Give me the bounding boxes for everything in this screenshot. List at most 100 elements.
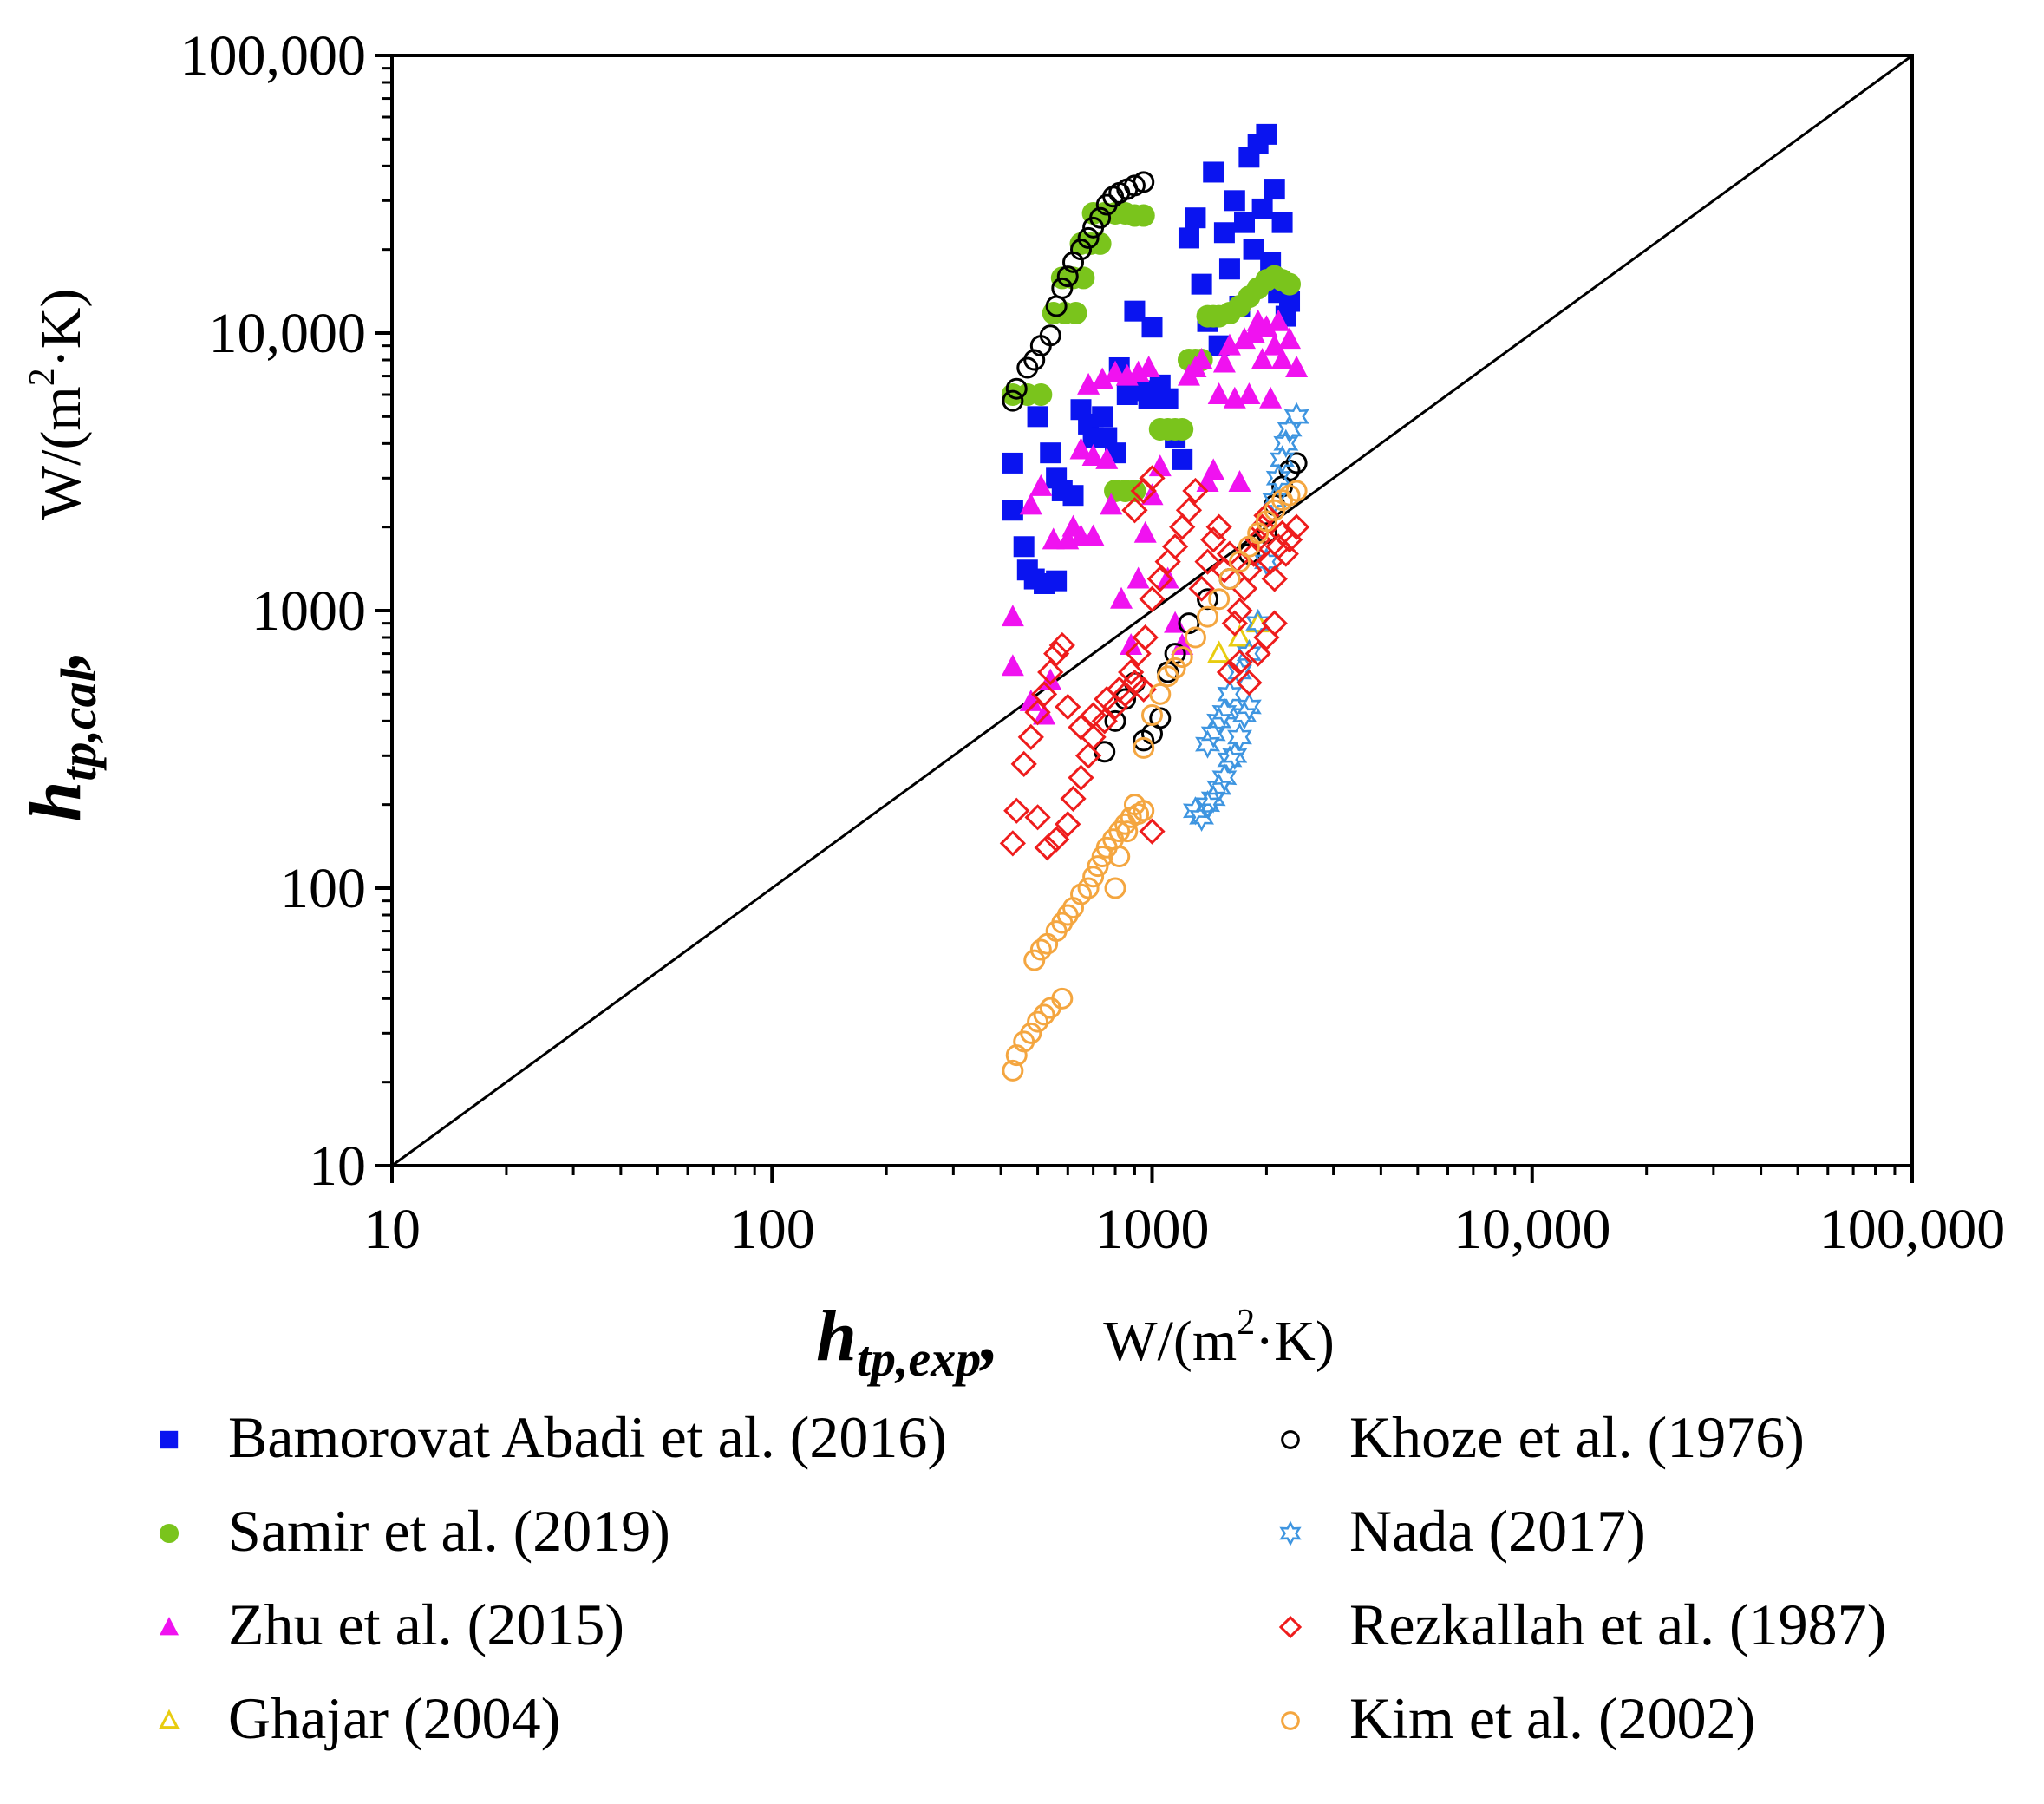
data-point (1080, 702, 1107, 729)
data-point (1132, 624, 1159, 651)
data-point (1278, 272, 1302, 296)
data-point (1070, 239, 1093, 261)
data-point (1213, 222, 1235, 244)
data-layer (999, 123, 1310, 1082)
data-point (1133, 736, 1155, 759)
data-point (1055, 693, 1081, 721)
legend: Bamorovat Abadi et al. (2016) Samir et al… (159, 1404, 1886, 1751)
data-point (1217, 679, 1243, 709)
data-point (1182, 477, 1209, 505)
data-point (1043, 640, 1070, 667)
legend-label: Rezkallah et al. (1987) (1349, 1592, 1886, 1657)
data-point (1091, 367, 1114, 389)
data-point (1195, 729, 1221, 759)
data-point (1141, 704, 1163, 727)
data-point (1077, 372, 1100, 395)
data-point (1161, 533, 1189, 560)
data-point (1081, 443, 1105, 466)
data-point (1251, 198, 1273, 219)
data-point (1124, 300, 1146, 322)
x-axis-sub: tp,exp (857, 1330, 981, 1387)
legend-label: Zhu et al. (2015) (228, 1592, 624, 1657)
data-point (1013, 536, 1035, 558)
data-point (1236, 669, 1263, 696)
data-point (1120, 632, 1143, 655)
legend-item: Khoze et al. (1976) (1281, 1404, 1805, 1470)
data-point (1027, 1010, 1049, 1033)
data-point (1087, 855, 1109, 878)
series-7 (1002, 480, 1308, 1082)
data-point (1023, 349, 1046, 371)
data-point (1020, 1022, 1042, 1044)
data-point (1206, 773, 1232, 802)
data-point (1178, 227, 1199, 249)
data-point (1207, 640, 1231, 663)
data-point (1206, 706, 1232, 735)
data-point (1217, 745, 1243, 775)
data-point (1081, 524, 1105, 546)
tick-label-layer: 10 100 1000 10,000 100,000 10 100 1000 10,000 100… (180, 24, 2006, 1261)
data-point (1082, 866, 1105, 888)
data-point (1029, 474, 1053, 496)
data-point (1002, 389, 1024, 412)
data-point (1188, 575, 1215, 602)
data-point (1175, 497, 1203, 524)
legend-marker (159, 1709, 180, 1729)
legend-marker (160, 1430, 179, 1449)
data-point (1046, 570, 1068, 592)
data-point (1278, 327, 1302, 350)
x-tick-label: 10 (363, 1198, 421, 1261)
legend-item: Rezkallah et al. (1987) (1278, 1592, 1886, 1657)
data-point (1062, 485, 1084, 507)
legend-marker (1281, 1711, 1300, 1730)
data-point (1089, 206, 1112, 229)
data-point (1051, 277, 1074, 299)
data-point (1283, 513, 1310, 540)
x-tick-label: 1000 (1095, 1198, 1210, 1261)
data-point (1002, 1059, 1024, 1082)
data-point (1077, 226, 1100, 249)
data-point (1108, 820, 1131, 843)
data-point (1068, 714, 1094, 741)
legend-label: Khoze et al. (1976) (1349, 1404, 1805, 1470)
data-point (1267, 309, 1290, 331)
data-point (1030, 681, 1058, 708)
data-point (1171, 417, 1194, 441)
data-point (1091, 708, 1118, 735)
data-point (1184, 626, 1206, 649)
data-point (1033, 1003, 1055, 1026)
data-point (1285, 480, 1308, 502)
data-point (1234, 212, 1256, 233)
data-point (1055, 811, 1081, 838)
data-point (1027, 406, 1048, 428)
data-point (1236, 557, 1263, 584)
data-point (1123, 671, 1146, 694)
data-point (1139, 465, 1166, 492)
y-tick-label: 100 (280, 857, 366, 920)
data-point (1244, 640, 1271, 667)
data-point (1272, 540, 1299, 567)
data-point (1064, 301, 1087, 324)
legend-marker (159, 1617, 180, 1636)
data-point (1276, 526, 1303, 553)
x-axis-title: htp,exp, W/(m2·K) (816, 1296, 1335, 1387)
data-point (1137, 355, 1160, 377)
major-tick-layer (375, 54, 1914, 1183)
data-point (1010, 750, 1037, 778)
data-point (1169, 513, 1196, 540)
data-point (1203, 161, 1224, 183)
y-tick-label: 100,000 (180, 24, 367, 88)
legend-marker (1278, 1615, 1303, 1639)
data-point (1264, 179, 1285, 200)
legend-item: Kim et al. (2002) (1281, 1685, 1755, 1751)
data-point (1185, 207, 1206, 229)
data-point (1040, 442, 1061, 464)
data-point (1207, 382, 1231, 404)
data-point (1104, 877, 1126, 899)
series-6 (999, 465, 1310, 861)
data-point (1034, 834, 1061, 861)
data-point (1146, 565, 1173, 592)
data-point (1033, 703, 1056, 725)
data-point (1139, 818, 1166, 845)
data-point (1228, 551, 1251, 573)
